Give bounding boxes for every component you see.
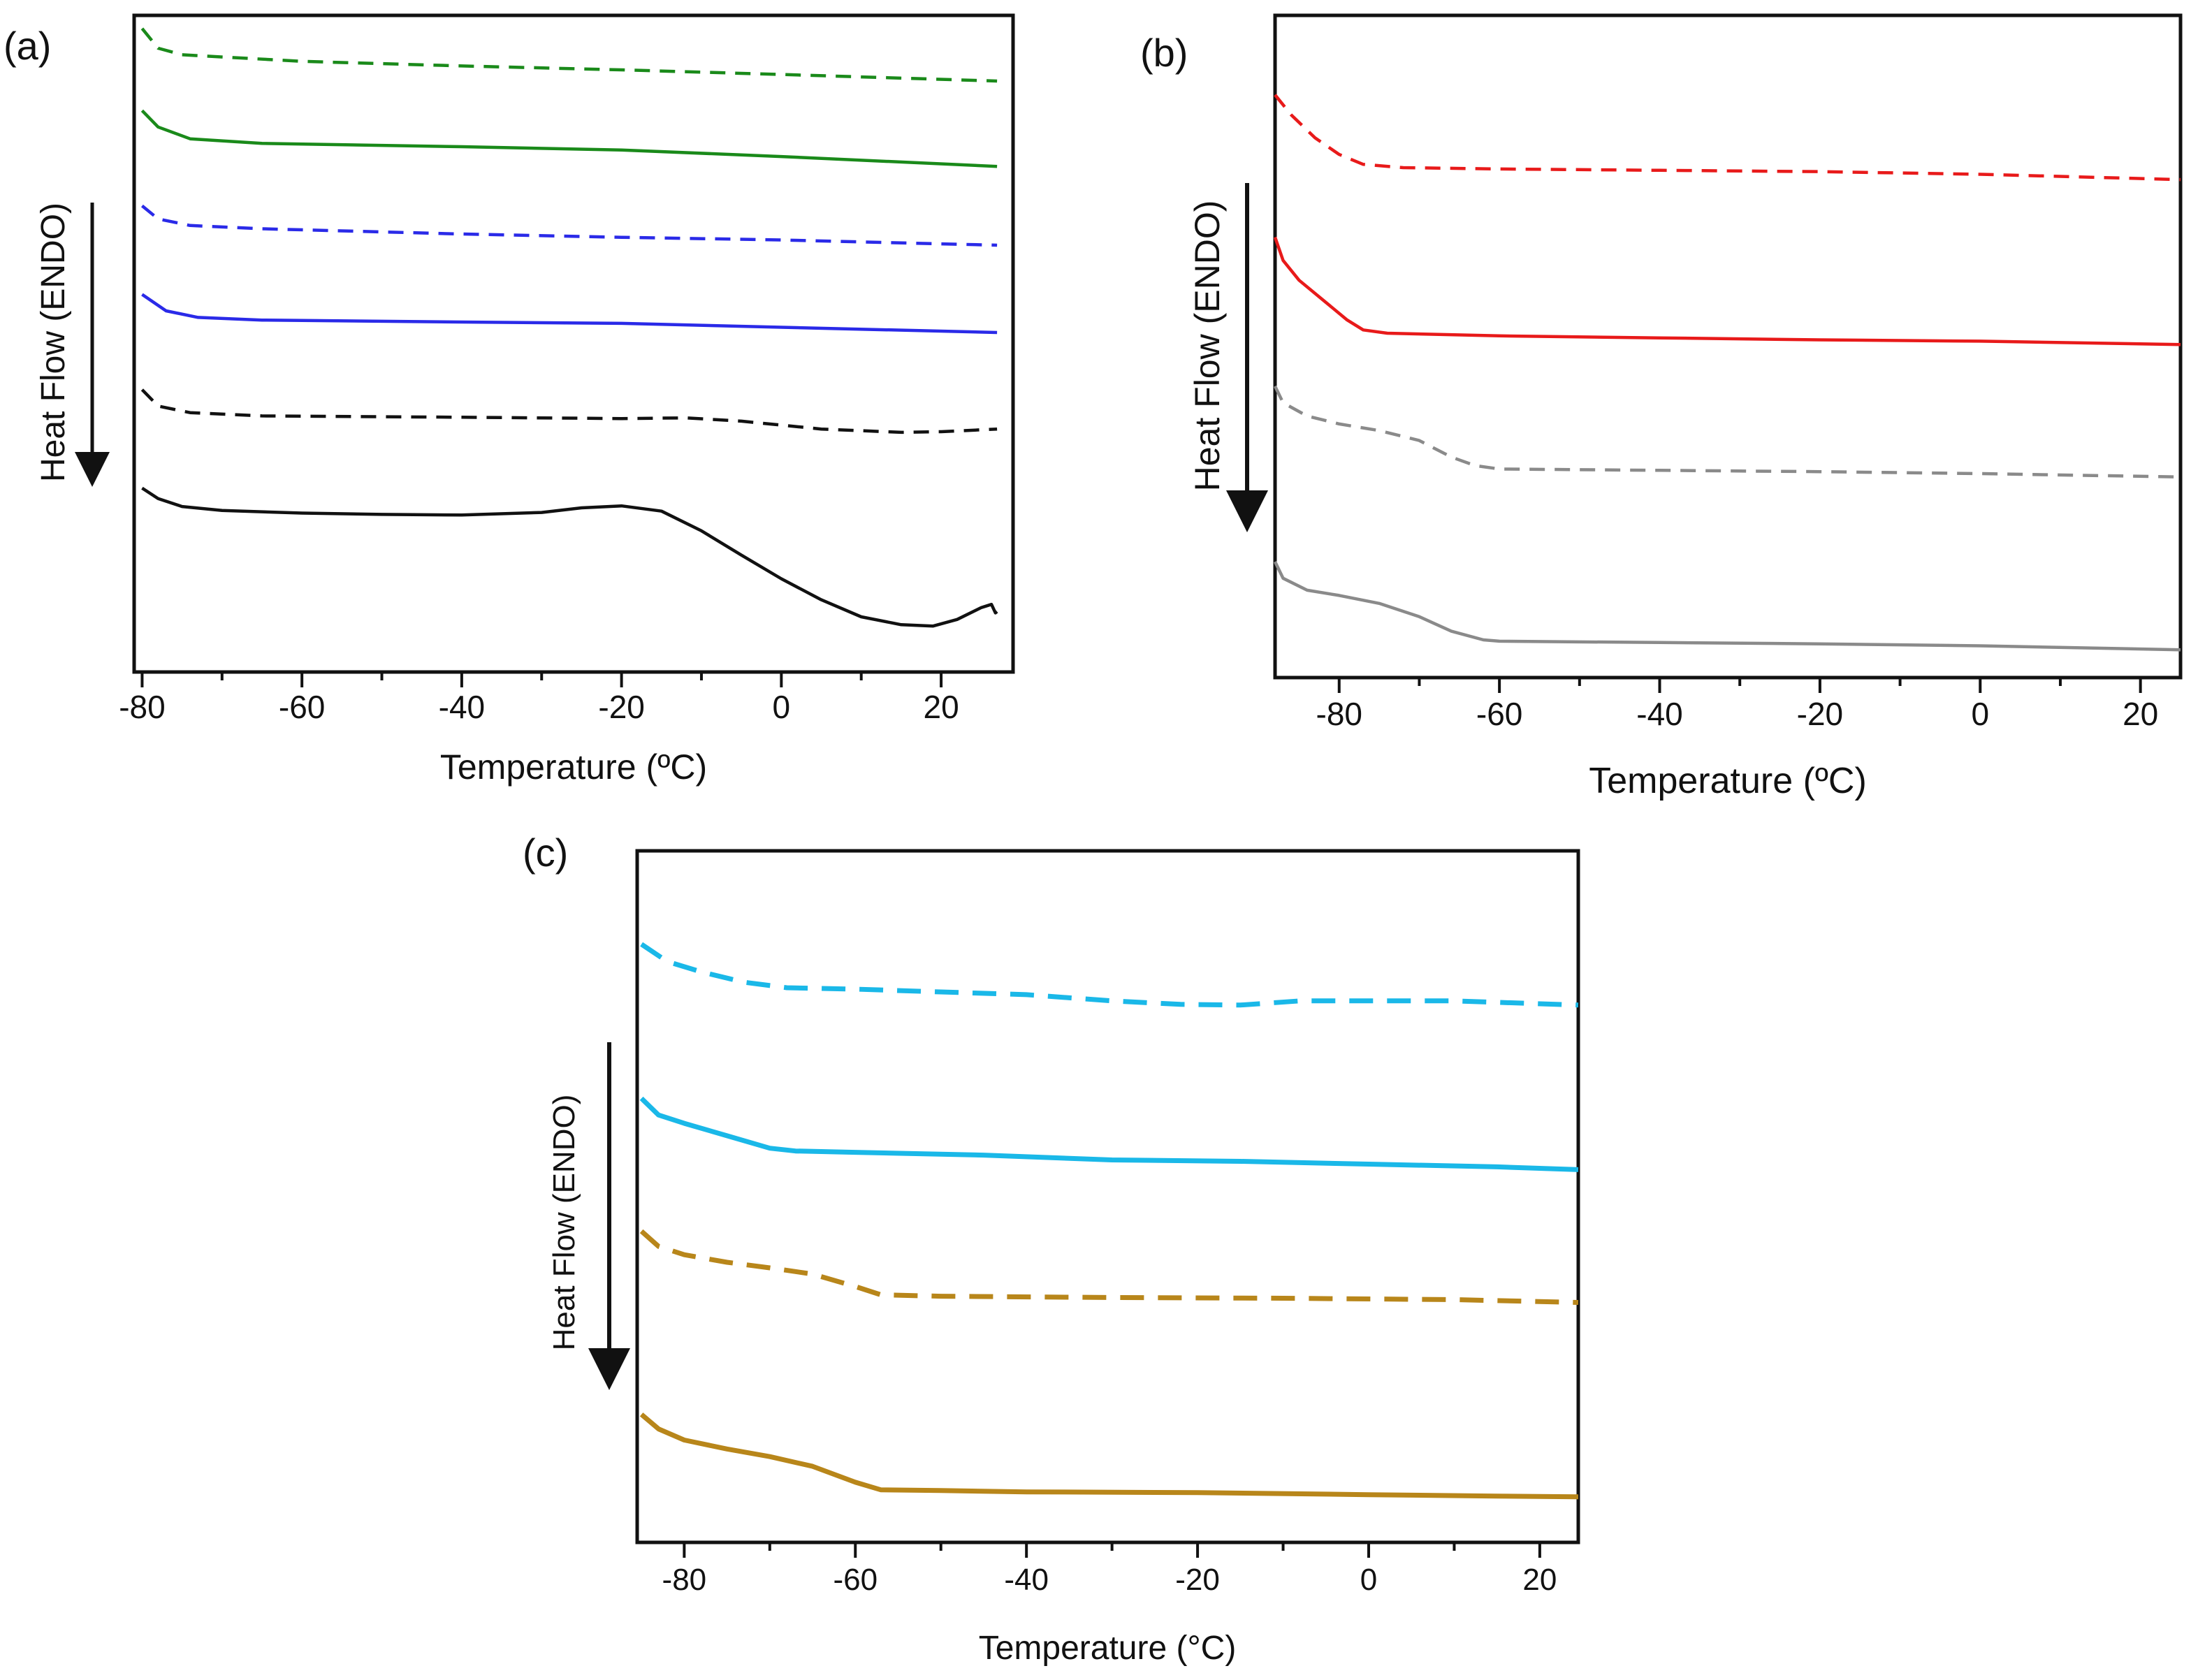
panel-a-ylabel: Heat Flow (ENDO) [35,203,72,482]
panel-b-tick-label-4: -20 [1797,696,1843,732]
panel-c-series [639,942,1579,1500]
panel-a-tick-label-2: -60 [279,689,325,725]
panel-a-series [140,27,998,628]
panel-a-xlabel: Temperature (ºC) [440,747,707,787]
panel-c-xlabel: Temperature (°C) [979,1630,1237,1667]
panel-b-tick-label-3: -40 [1636,696,1682,732]
panel-b-xlabel: Temperature (ºC) [1589,761,1867,801]
panel-c-frame [635,849,1580,1544]
panel-c-series-3-dashed-line [639,1229,1579,1305]
panel-a-tick-label-3: -40 [439,689,485,725]
panel-c-series-1-dashed-line [640,942,1579,1008]
panel-b-series [1273,94,2181,652]
panel-b-series-4-solid-line [1273,561,2181,652]
panel-a-series-1-dashed-line [140,27,998,83]
panel-c-label: (c) [523,831,568,875]
panel-a: (a) -80 -60 -40 -20 0 20 Temperature (ºC) Hea… [3,13,1015,787]
panel-c-ylabel: Heat Flow (ENDO) [547,1095,581,1351]
panel-c-tick-label-2: -60 [833,1563,878,1597]
panel-b-tick-label-1: -80 [1316,696,1362,732]
panel-c-ticks: -80 -60 -40 -20 0 20 [662,1542,1557,1597]
panel-b-series-2-solid-line [1273,236,2181,346]
panel-c-series-4-solid-line [639,1412,1579,1500]
panel-b-ylabel: Heat Flow (ENDO) [1188,200,1227,492]
panel-a-series-4-solid-line [141,293,998,335]
panel-a-ticks: -80 -60 -40 -20 0 20 [119,672,959,725]
panel-b-tick-label-2: -60 [1476,696,1522,732]
panel-b: (b) -80 -60 -40 -20 0 20 Temperature (ºC) Hea… [1140,13,2183,801]
panel-a-label: (a) [3,24,51,68]
panel-c: (c) -80 -60 -40 -20 0 20 Temperature (°C) Hea… [523,831,1580,1667]
panel-a-tick-label-5: 0 [773,689,791,725]
panel-c-tick-label-3: -40 [1004,1563,1049,1597]
panel-c-tick-label-5: 0 [1360,1563,1377,1597]
panel-b-series-1-dashed-line [1274,94,2181,182]
panel-a-tick-label-4: -20 [598,689,644,725]
panel-b-series-3-dashed-line [1273,385,2181,479]
panel-b-tick-label-6: 20 [2123,696,2158,732]
panel-c-tick-label-1: -80 [662,1563,707,1597]
panel-b-frame [1273,13,2183,680]
panel-c-tick-label-4: -20 [1175,1563,1220,1597]
panel-b-ticks: -80 -60 -40 -20 0 20 [1316,678,2158,732]
panel-a-series-6-solid-line [141,486,998,628]
panel-a-tick-label-6: 20 [923,689,959,725]
panel-c-series-2-solid-line [639,1096,1579,1172]
panel-b-tick-label-5: 0 [1971,696,1989,732]
panel-b-label: (b) [1140,31,1188,75]
panel-c-tick-label-6: 20 [1522,1563,1557,1597]
panel-a-series-3-dashed-line [140,204,998,247]
panel-a-frame [132,13,1015,674]
panel-a-series-5-dashed-line [140,388,998,434]
panel-a-tick-label-1: -80 [119,689,165,725]
panel-a-series-2-solid-line [140,109,998,168]
